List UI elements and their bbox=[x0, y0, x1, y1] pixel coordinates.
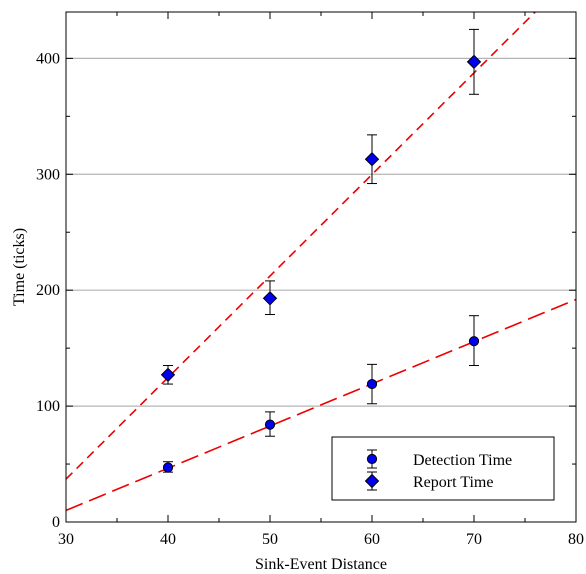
y-tick-label-200: 200 bbox=[36, 282, 60, 299]
x-tick-label-70: 70 bbox=[466, 531, 482, 548]
data-point-s0-0 bbox=[162, 462, 174, 473]
data-point-s0-1 bbox=[264, 419, 276, 430]
data-point-s1-2 bbox=[364, 151, 380, 167]
fit-line-1 bbox=[65, 11, 536, 480]
fit-lines bbox=[65, 11, 577, 512]
data-point-s0-3 bbox=[468, 336, 480, 347]
data-point-s1-3 bbox=[466, 54, 482, 70]
legend-label-detection: Detection Time bbox=[413, 452, 512, 469]
data-point-s1-0 bbox=[160, 367, 176, 383]
x-tick-label-30: 30 bbox=[58, 531, 74, 548]
x-tick-label-40: 40 bbox=[160, 531, 176, 548]
y-tick-label-100: 100 bbox=[36, 398, 60, 415]
y-axis-title: Time (ticks) bbox=[11, 228, 28, 306]
axis-ticks: 30 40 50 60 70 80 0 100 200 300 400 bbox=[36, 12, 584, 548]
legend-symbol-0 bbox=[366, 453, 378, 465]
y-tick-label-300: 300 bbox=[36, 166, 60, 183]
legend-marker-detection bbox=[366, 449, 378, 469]
x-axis-title: Sink-Event Distance bbox=[255, 556, 387, 573]
data-markers bbox=[160, 54, 482, 473]
y-tick-label-400: 400 bbox=[36, 50, 60, 67]
fit-line-0 bbox=[65, 298, 577, 512]
legend: Detection Time Report Time bbox=[331, 436, 555, 501]
grid-lines bbox=[66, 57, 576, 407]
legend-marker-report bbox=[364, 471, 380, 491]
x-tick-label-60: 60 bbox=[364, 531, 380, 548]
data-point-s0-2 bbox=[366, 378, 378, 390]
x-tick-label-80: 80 bbox=[568, 531, 584, 548]
legend-label-report: Report Time bbox=[413, 474, 493, 491]
legend-symbol-1 bbox=[364, 473, 380, 489]
x-tick-label-50: 50 bbox=[262, 531, 278, 548]
data-point-s1-1 bbox=[262, 291, 278, 306]
y-tick-label-0: 0 bbox=[52, 514, 60, 531]
